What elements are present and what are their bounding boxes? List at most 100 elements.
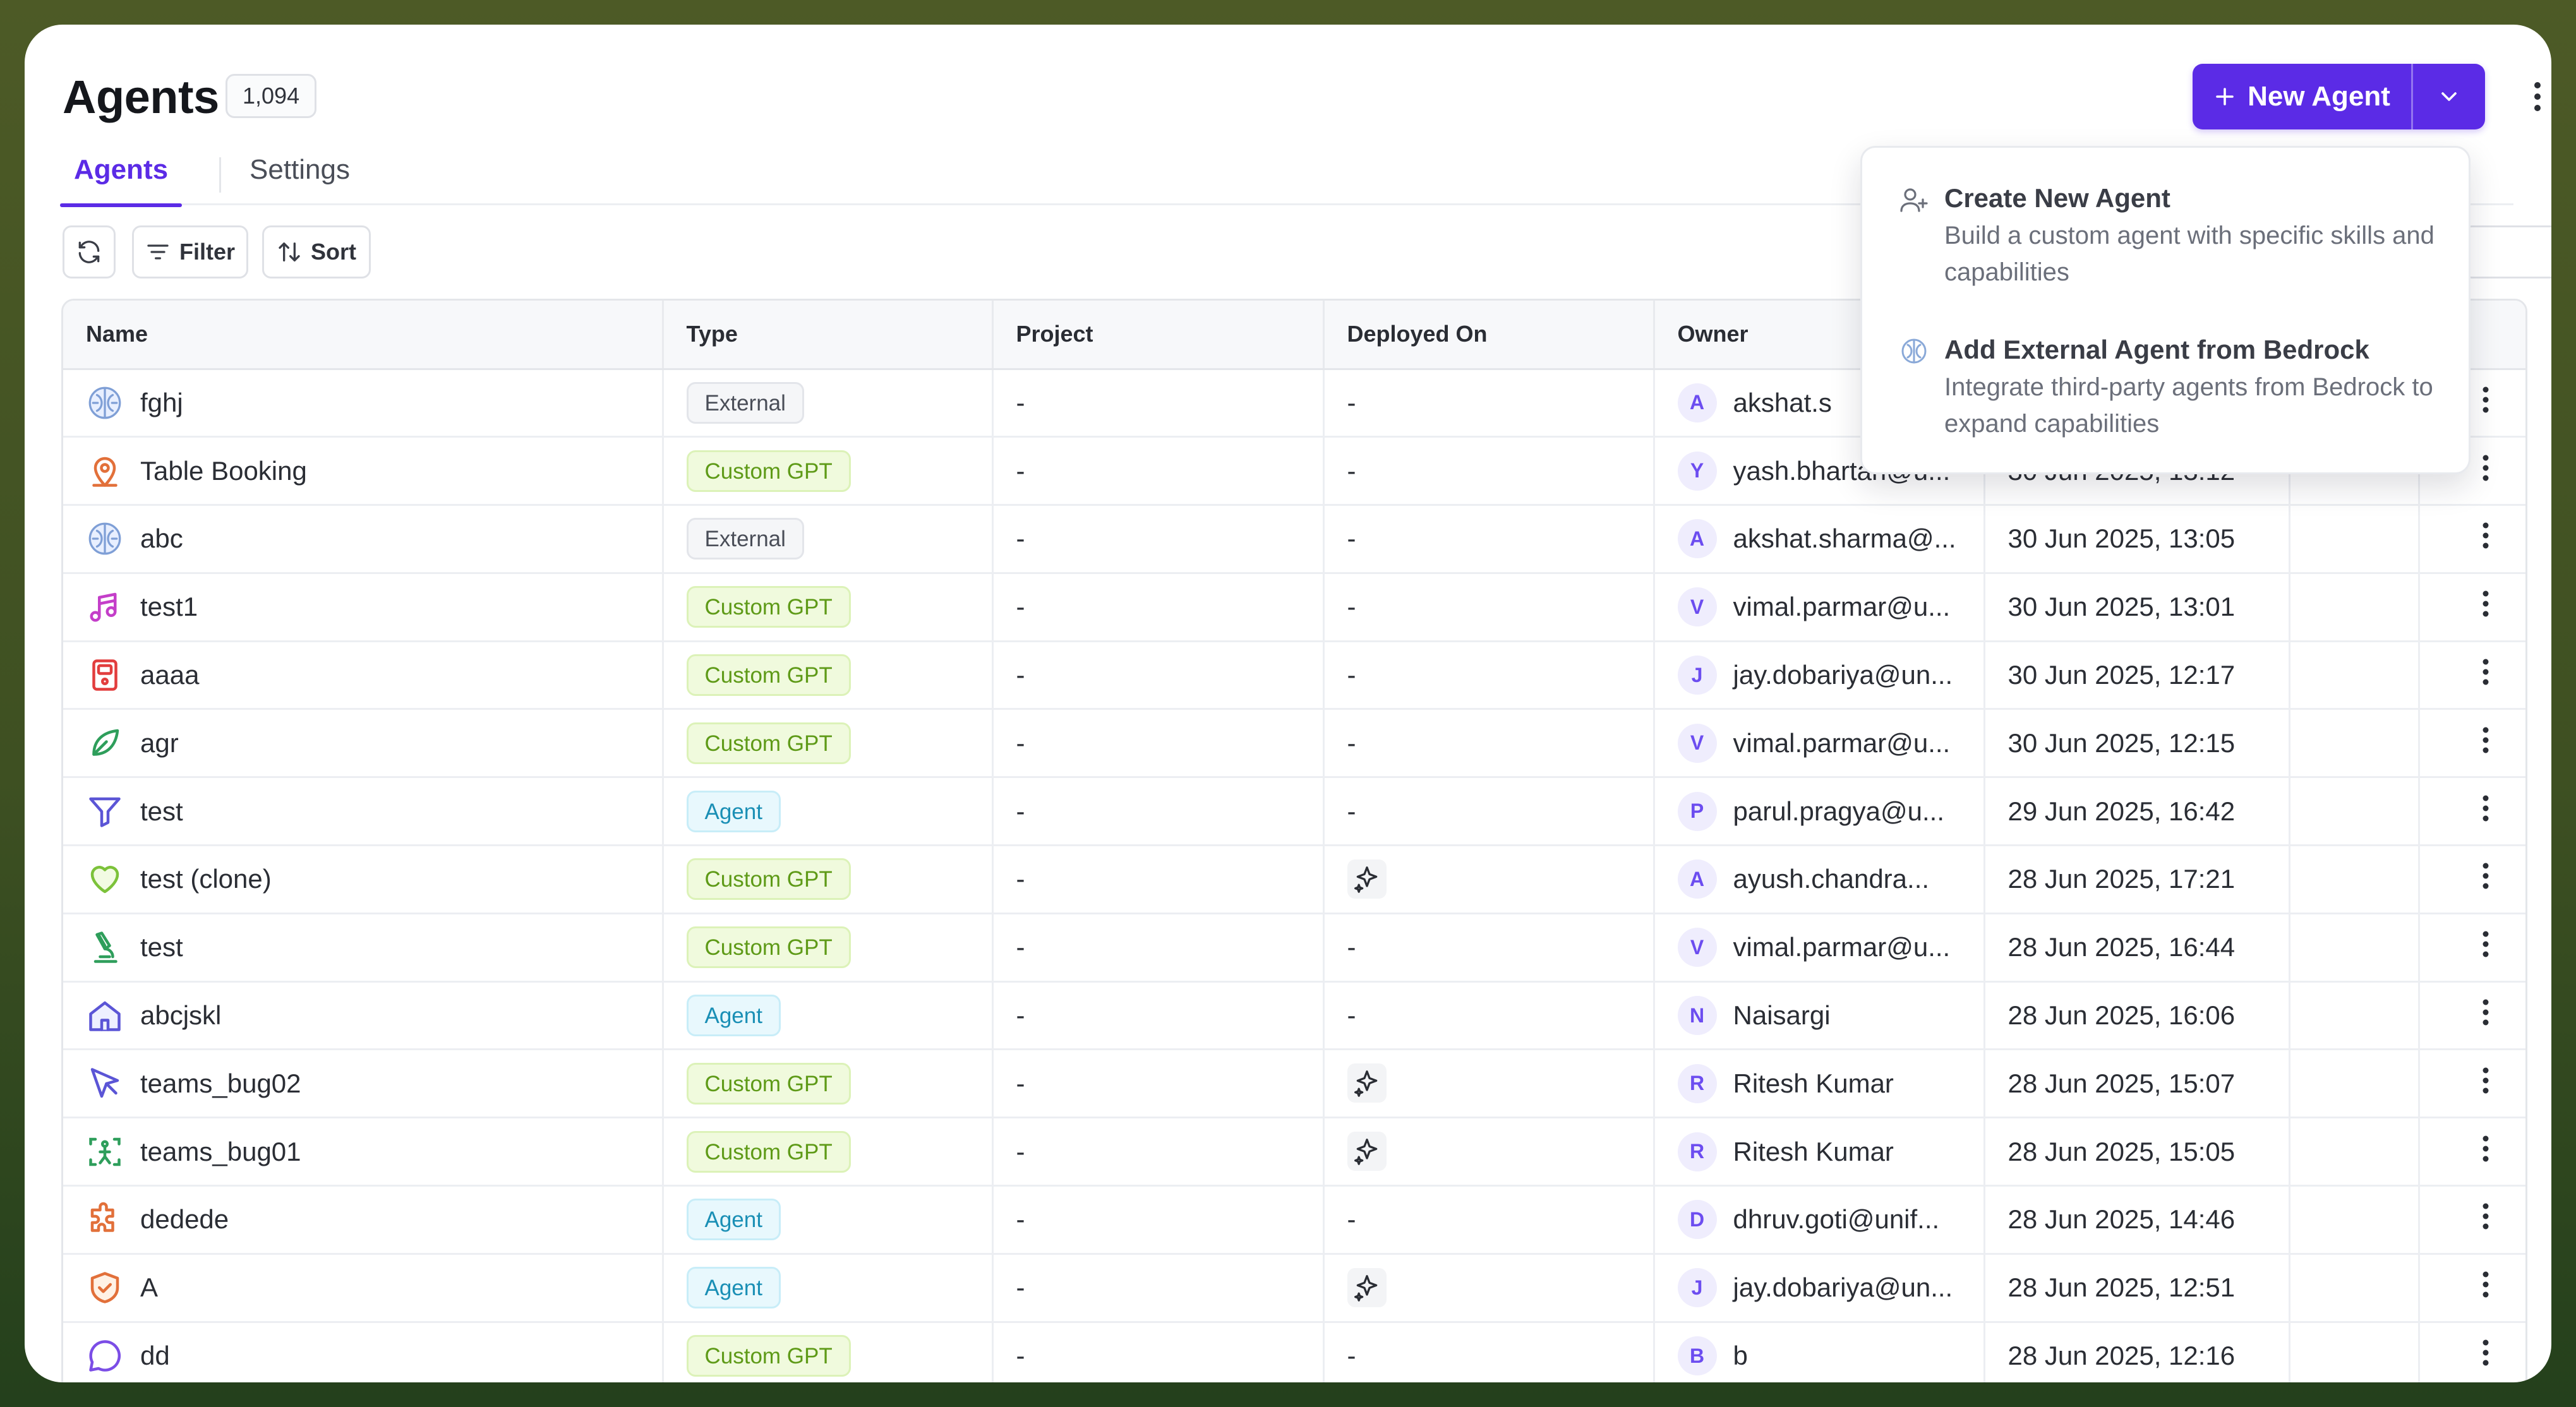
owner-email: dhruv.goti@unif... [1733, 1204, 1940, 1235]
project-cell: - [992, 369, 1325, 438]
agent-name[interactable]: teams_bug02 [140, 1068, 301, 1098]
agent-name[interactable]: Table Booking [140, 455, 307, 486]
search-input[interactable] [2463, 225, 2551, 278]
leaf-icon [86, 724, 124, 762]
row-more-menu-button[interactable] [2443, 522, 2526, 556]
row-more-menu-button[interactable] [2443, 794, 2526, 829]
agent-name[interactable]: fghj [140, 387, 183, 417]
row-more-menu-button[interactable] [2443, 590, 2526, 624]
agent-name[interactable]: A [140, 1272, 159, 1303]
agent-name[interactable]: aaaa [140, 660, 200, 690]
more-vertical-icon [2482, 590, 2489, 624]
row-more-menu-button[interactable] [2443, 1202, 2526, 1236]
sort-label: Sort [311, 239, 356, 265]
row-more-menu-button[interactable] [2443, 726, 2526, 760]
name-cell: fghj [63, 369, 664, 438]
more-vertical-icon [2482, 1135, 2489, 1169]
new-agent-button[interactable]: New Agent [2193, 64, 2413, 129]
row-more-menu-button[interactable] [2443, 1067, 2526, 1101]
row-more-menu-button[interactable] [2443, 454, 2526, 488]
filter-lines-icon [147, 244, 169, 260]
column-header-deployed-on[interactable]: Deployed On [1323, 301, 1655, 370]
extra-cell [2289, 1117, 2420, 1187]
agent-name[interactable]: test [140, 796, 183, 826]
row-more-menu-button[interactable] [2443, 1271, 2526, 1305]
owner-cell: N Naisargi [1654, 981, 1985, 1051]
avatar: V [1677, 723, 1717, 763]
avatar: P [1677, 791, 1717, 831]
agent-name[interactable]: test (clone) [140, 864, 272, 894]
agent-name[interactable]: test1 [140, 592, 198, 622]
brain-icon [86, 520, 124, 558]
agent-name[interactable]: abcjskl [140, 1000, 222, 1031]
agent-name[interactable]: test [140, 932, 183, 962]
agent-name[interactable]: dd [140, 1341, 170, 1371]
name-cell: test [63, 913, 664, 983]
extra-cell [2289, 709, 2420, 779]
name-cell: A [63, 1254, 664, 1323]
agent-count-badge: 1,094 [226, 74, 317, 118]
filter-button[interactable]: Filter [132, 225, 248, 278]
more-vertical-icon [2482, 726, 2489, 760]
agent-name[interactable]: dedede [140, 1204, 229, 1235]
table-row[interactable]: teams_bug01 Custom GPT - R Ritesh Kumar 28 Ju… [63, 1117, 2526, 1187]
more-vertical-icon [2482, 1202, 2489, 1236]
project-cell: - [992, 1185, 1325, 1255]
name-cell: abcjskl [63, 981, 664, 1051]
menu-item-add-external-agent[interactable]: Add External Agent from Bedrock Integrat… [1899, 331, 2443, 442]
type-cell: Agent [663, 981, 994, 1051]
column-header-name[interactable]: Name [63, 301, 664, 370]
row-more-menu-button[interactable] [2443, 386, 2526, 420]
owner-email: b [1733, 1341, 1748, 1371]
table-row[interactable]: abcjskl Agent - - N Naisargi 28 Jun 2025, 16:0… [63, 981, 2526, 1051]
row-more-menu-button[interactable] [2443, 998, 2526, 1033]
tab-settings-label: Settings [250, 154, 350, 185]
page-more-menu-button[interactable] [2520, 79, 2551, 114]
menu-item-create-new-agent[interactable]: Create New Agent Build a custom agent wi… [1899, 179, 2443, 290]
agent-name[interactable]: teams_bug01 [140, 1136, 301, 1166]
row-more-menu-button[interactable] [2443, 1135, 2526, 1169]
sort-button[interactable]: Sort [262, 225, 371, 278]
project-cell: - [992, 845, 1325, 914]
tab-agents[interactable]: Agents [60, 138, 182, 207]
extra-cell [2289, 845, 2420, 914]
name-cell: aaaa [63, 641, 664, 710]
row-actions-cell [2419, 1117, 2526, 1187]
sort-arrows-icon [279, 242, 300, 261]
refresh-button[interactable] [63, 225, 116, 278]
owner-email: vimal.parmar@u... [1733, 592, 1951, 622]
project-cell: - [992, 1322, 1325, 1382]
heart-icon [86, 860, 124, 898]
row-more-menu-button[interactable] [2443, 1339, 2526, 1373]
date-cell: 28 Jun 2025, 12:16 [1984, 1322, 2290, 1382]
new-agent-split-button: New Agent [2193, 64, 2485, 129]
column-header-project[interactable]: Project [992, 301, 1325, 370]
column-header-type[interactable]: Type [663, 301, 994, 370]
project-cell: - [992, 777, 1325, 847]
agent-name[interactable]: abc [140, 524, 183, 554]
type-cell: Custom GPT [663, 845, 994, 914]
avatar: V [1677, 928, 1717, 967]
row-more-menu-button[interactable] [2443, 862, 2526, 896]
deployed-on-value: - [1347, 660, 1356, 690]
tab-settings[interactable]: Settings [250, 138, 350, 205]
sparkle-icon [1347, 1063, 1387, 1103]
row-more-menu-button[interactable] [2443, 930, 2526, 964]
table-row[interactable]: teams_bug02 Custom GPT - R Ritesh Kumar 28 Ju… [63, 1049, 2526, 1119]
name-cell: abc [63, 505, 664, 574]
new-agent-dropdown-toggle[interactable] [2413, 64, 2485, 129]
row-more-menu-button[interactable] [2443, 658, 2526, 692]
agent-name[interactable]: agr [140, 727, 179, 758]
project-cell: - [992, 505, 1325, 574]
